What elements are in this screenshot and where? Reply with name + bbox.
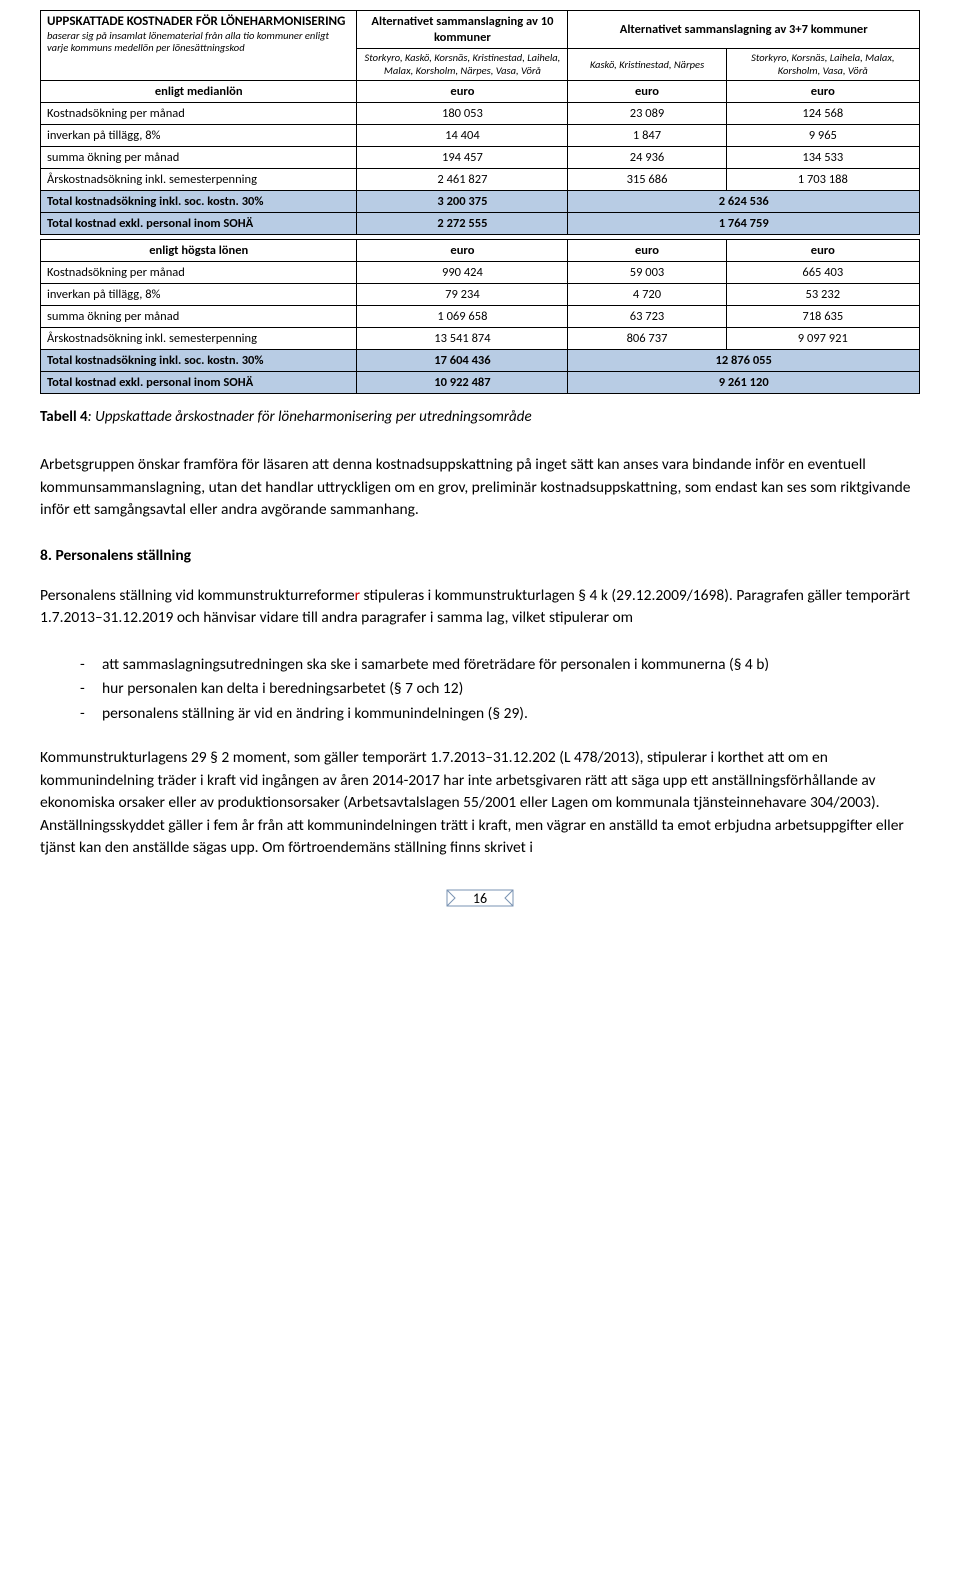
- section-8-heading: 8. Personalens ställning: [40, 546, 920, 565]
- row-label: summa ökning per månad: [41, 306, 357, 328]
- alt1-title: Alternativet sammanslagning av 10 kommun…: [357, 11, 568, 49]
- row-label: Årskostnadsökning inkl. semesterpenning: [41, 169, 357, 191]
- row-label: summa ökning per månad: [41, 147, 357, 169]
- cell: 180 053: [357, 103, 568, 125]
- cell: 718 635: [726, 306, 919, 328]
- cell: 3 200 375: [357, 191, 568, 213]
- table-row: inverkan på tillägg, 8% 79 234 4 720 53 …: [41, 284, 920, 306]
- bullet-list: att sammaslagningsutredningen ska ske i …: [40, 654, 920, 725]
- table-row: Årskostnadsökning inkl. semesterpenning …: [41, 328, 920, 350]
- table-row: Kostnadsökning per månad 990 424 59 003 …: [41, 262, 920, 284]
- caption-label: Tabell 4: [40, 408, 88, 426]
- cell: 124 568: [726, 103, 919, 125]
- table-row: inverkan på tillägg, 8% 14 404 1 847 9 9…: [41, 125, 920, 147]
- cell: 665 403: [726, 262, 919, 284]
- alt1-sub: Storkyro, Kaskö, Korsnäs, Kristinestad, …: [357, 49, 568, 81]
- table-caption: Tabell 4: Uppskattade årskostnader för l…: [40, 408, 920, 426]
- alt2-title: Alternativet sammanslagning av 3+7 kommu…: [568, 11, 920, 49]
- cell: 1 847: [568, 125, 726, 147]
- cell: 990 424: [357, 262, 568, 284]
- section1-heading-row: enligt medianlön euro euro euro: [41, 81, 920, 103]
- section2-shade-1: Total kostnadsökning inkl. soc. kostn. 3…: [41, 350, 920, 372]
- cell: 1 069 658: [357, 306, 568, 328]
- section2-unit-3: euro: [726, 240, 919, 262]
- cell: 14 404: [357, 125, 568, 147]
- cell: 134 533: [726, 147, 919, 169]
- row-label: inverkan på tillägg, 8%: [41, 284, 357, 306]
- section2-shade-2: Total kostnad exkl. personal inom SOHÄ 1…: [41, 372, 920, 394]
- section1-shade-2: Total kostnad exkl. personal inom SOHÄ 2…: [41, 213, 920, 235]
- row-label: Total kostnadsökning inkl. soc. kostn. 3…: [41, 350, 357, 372]
- section2-unit-2: euro: [568, 240, 726, 262]
- cell: 9 965: [726, 125, 919, 147]
- row-label: Årskostnadsökning inkl. semesterpenning: [41, 328, 357, 350]
- caption-text: : Uppskattade årskostnader för löneharmo…: [88, 408, 532, 426]
- row-label: inverkan på tillägg, 8%: [41, 125, 357, 147]
- cell: 23 089: [568, 103, 726, 125]
- table-row: summa ökning per månad 1 069 658 63 723 …: [41, 306, 920, 328]
- cell: 59 003: [568, 262, 726, 284]
- table-title-sub: baserar sig på insamlat lönematerial frå…: [47, 30, 350, 55]
- paragraph-2: Personalens ställning vid kommunstruktur…: [40, 585, 920, 630]
- cell: 1 764 759: [568, 213, 920, 235]
- cell: 2 461 827: [357, 169, 568, 191]
- cell: 63 723: [568, 306, 726, 328]
- page-number: 16: [473, 890, 487, 907]
- section1-shade-1: Total kostnadsökning inkl. soc. kostn. 3…: [41, 191, 920, 213]
- paragraph-3: Kommunstrukturlagens 29 § 2 moment, som …: [40, 747, 920, 859]
- row-label: Kostnadsökning per månad: [41, 262, 357, 284]
- table-row: Kostnadsökning per månad 180 053 23 089 …: [41, 103, 920, 125]
- cell: 194 457: [357, 147, 568, 169]
- list-item: hur personalen kan delta i beredningsarb…: [80, 678, 920, 700]
- cost-table-section2: enligt högsta lönen euro euro euro Kostn…: [40, 239, 920, 394]
- cell: 315 686: [568, 169, 726, 191]
- row-label: Kostnadsökning per månad: [41, 103, 357, 125]
- cell: 2 624 536: [568, 191, 920, 213]
- cost-table: UPPSKATTADE KOSTNADER FÖR LÖNEHARMONISER…: [40, 10, 920, 235]
- page-number-badge: 16: [445, 890, 515, 907]
- section1-unit-3: euro: [726, 81, 919, 103]
- cell: 53 232: [726, 284, 919, 306]
- paragraph-1: Arbetsgruppen önskar framföra för läsare…: [40, 454, 920, 521]
- row-label: Total kostnad exkl. personal inom SOHÄ: [41, 372, 357, 394]
- table-row: Årskostnadsökning inkl. semesterpenning …: [41, 169, 920, 191]
- section1-unit-1: euro: [357, 81, 568, 103]
- cell: 12 876 055: [568, 350, 920, 372]
- para2-part-a: Personalens ställning vid kommunstruktur…: [40, 586, 355, 605]
- section2-unit-1: euro: [357, 240, 568, 262]
- cell: 13 541 874: [357, 328, 568, 350]
- section1-unit-2: euro: [568, 81, 726, 103]
- list-item: personalens ställning är vid en ändring …: [80, 703, 920, 725]
- alt2-sub-left: Kaskö, Kristinestad, Närpes: [568, 49, 726, 81]
- table-row: summa ökning per månad 194 457 24 936 13…: [41, 147, 920, 169]
- cell: 17 604 436: [357, 350, 568, 372]
- section2-heading-row: enligt högsta lönen euro euro euro: [41, 240, 920, 262]
- cell: 2 272 555: [357, 213, 568, 235]
- cell: 24 936: [568, 147, 726, 169]
- row-label: Total kostnad exkl. personal inom SOHÄ: [41, 213, 357, 235]
- cell: 9 097 921: [726, 328, 919, 350]
- list-item: att sammaslagningsutredningen ska ske i …: [80, 654, 920, 676]
- cell: 1 703 188: [726, 169, 919, 191]
- cell: 4 720: [568, 284, 726, 306]
- cell: 806 737: [568, 328, 726, 350]
- section1-heading: enligt medianlön: [41, 81, 357, 103]
- alt2-sub-right: Storkyro, Korsnäs, Laihela, Malax, Korsh…: [726, 49, 919, 81]
- row-label: Total kostnadsökning inkl. soc. kostn. 3…: [41, 191, 357, 213]
- cell: 10 922 487: [357, 372, 568, 394]
- table-header-row-1: UPPSKATTADE KOSTNADER FÖR LÖNEHARMONISER…: [41, 11, 920, 49]
- cell: 9 261 120: [568, 372, 920, 394]
- cell: 79 234: [357, 284, 568, 306]
- section2-heading: enligt högsta lönen: [41, 240, 357, 262]
- table-title: UPPSKATTADE KOSTNADER FÖR LÖNEHARMONISER…: [47, 14, 350, 30]
